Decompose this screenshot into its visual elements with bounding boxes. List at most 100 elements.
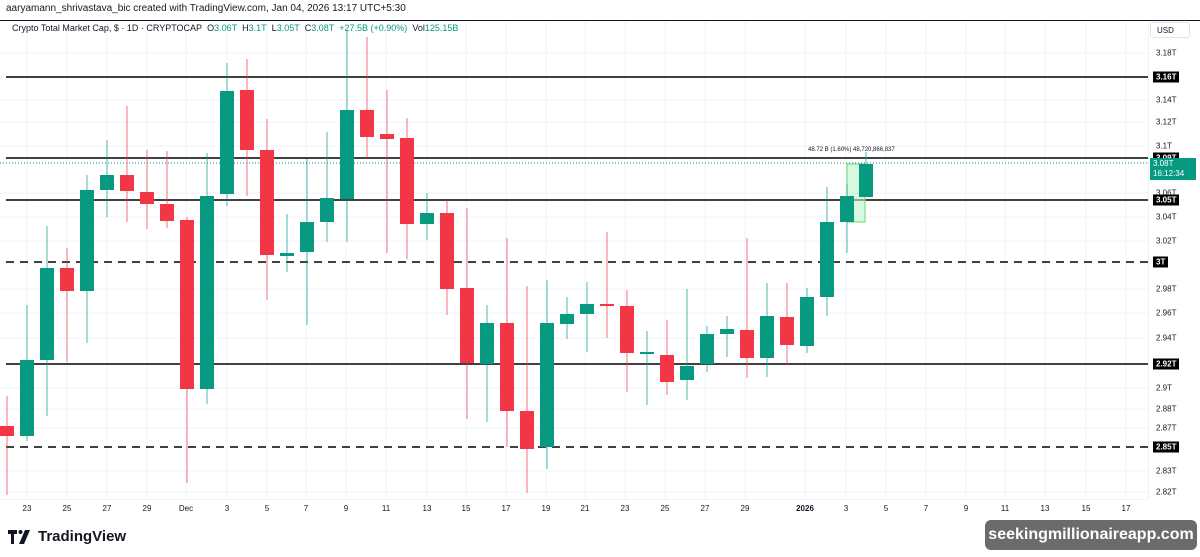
candle[interactable]: [160, 204, 174, 221]
candle[interactable]: [720, 329, 734, 334]
chart-plot-area[interactable]: [0, 21, 1148, 499]
last-price: 3.08T: [1153, 159, 1174, 168]
candle[interactable]: [80, 190, 94, 291]
candle[interactable]: [60, 268, 74, 291]
candle[interactable]: [859, 164, 873, 197]
time-tick: 11: [1000, 504, 1010, 513]
time-tick: 17: [1121, 504, 1131, 513]
time-tick: 13: [422, 504, 432, 513]
price-tick: 2.87T: [1156, 423, 1177, 433]
watermark: seekingmillionaireapp.com: [985, 520, 1197, 550]
close-value: 3.08T: [311, 23, 335, 33]
tradingview-wordmark: TradingView: [38, 528, 127, 545]
candle[interactable]: [280, 253, 294, 256]
candle[interactable]: [340, 110, 354, 199]
price-tick: 2.83T: [1156, 466, 1177, 476]
currency-button[interactable]: USD: [1150, 22, 1190, 38]
level-price-label: 3.16T: [1153, 71, 1180, 83]
time-tick: 17: [501, 504, 511, 513]
time-tick: 7: [923, 504, 929, 513]
candle[interactable]: [580, 304, 594, 314]
candle[interactable]: [380, 134, 394, 139]
time-tick: 13: [1040, 504, 1050, 513]
candle[interactable]: [840, 196, 854, 222]
price-tick: 2.98T: [1156, 284, 1177, 294]
candle[interactable]: [520, 411, 534, 449]
candle[interactable]: [200, 196, 214, 389]
candle[interactable]: [120, 175, 134, 191]
candle[interactable]: [740, 330, 754, 358]
chart-frame: [0, 20, 1200, 519]
tradingview-logo-icon: [8, 529, 30, 544]
candle[interactable]: [700, 334, 714, 364]
price-tick: 2.88T: [1156, 404, 1177, 414]
candle[interactable]: [820, 222, 834, 297]
candle[interactable]: [180, 220, 194, 389]
time-tick: 5: [883, 504, 889, 513]
candle[interactable]: [500, 323, 514, 411]
price-tick: 3.1T: [1156, 141, 1173, 151]
low-value: 3.05T: [276, 23, 300, 33]
price-axis[interactable]: [1148, 21, 1200, 499]
time-tick: 3: [843, 504, 849, 513]
candle[interactable]: [600, 304, 614, 306]
price-tick: 3.14T: [1156, 95, 1177, 105]
candle[interactable]: [260, 150, 274, 255]
candle[interactable]: [620, 306, 634, 353]
price-tick: 2.9T: [1156, 383, 1173, 393]
time-tick: 27: [102, 504, 112, 513]
time-tick: 25: [62, 504, 72, 513]
open-value: 3.06T: [214, 23, 238, 33]
candle[interactable]: [100, 175, 114, 190]
candle[interactable]: [420, 213, 434, 224]
candle[interactable]: [240, 90, 254, 150]
time-tick: 25: [660, 504, 670, 513]
price-tick: 3.04T: [1156, 212, 1177, 222]
time-tick: 29: [740, 504, 750, 513]
time-tick: 9: [343, 504, 349, 513]
candle[interactable]: [760, 316, 774, 358]
candle[interactable]: [300, 222, 314, 252]
candle[interactable]: [680, 366, 694, 380]
candle[interactable]: [320, 198, 334, 222]
candle[interactable]: [400, 138, 414, 224]
time-tick: 23: [620, 504, 630, 513]
price-tick: 2.96T: [1156, 308, 1177, 318]
time-tick: 15: [461, 504, 471, 513]
candle[interactable]: [440, 213, 454, 289]
candle[interactable]: [140, 192, 154, 204]
candle[interactable]: [800, 297, 814, 346]
candlestick-chart: [0, 21, 1148, 499]
candle[interactable]: [360, 110, 374, 137]
candle[interactable]: [20, 360, 34, 436]
level-price-label: 2.85T: [1153, 441, 1180, 453]
last-price-label: 3.08T 16:12:34: [1150, 158, 1196, 180]
level-price-label: 3T: [1153, 256, 1169, 268]
time-tick: 9: [963, 504, 969, 513]
time-tick: 29: [142, 504, 152, 513]
price-tick: 3.12T: [1156, 117, 1177, 127]
level-price-label: 2.92T: [1153, 358, 1180, 370]
candle[interactable]: [660, 355, 674, 382]
time-tick: Dec: [178, 504, 194, 513]
candle[interactable]: [640, 352, 654, 354]
price-tick: 3.18T: [1156, 48, 1177, 58]
time-axis[interactable]: [0, 499, 1148, 520]
symbol-legend: Crypto Total Market Cap, $ · 1D · CRYPTO…: [12, 23, 459, 33]
measure-label: 48.72 B (1.60%) 48,720,866,837: [808, 147, 895, 153]
time-tick: 7: [303, 504, 309, 513]
time-tick: 2026: [796, 504, 814, 513]
change-value: +27.5B (+0.90%): [339, 23, 408, 33]
candle[interactable]: [560, 314, 574, 324]
level-price-label: 3.05T: [1153, 194, 1180, 206]
candle[interactable]: [40, 268, 54, 360]
time-tick: 15: [1081, 504, 1091, 513]
candle[interactable]: [780, 317, 794, 345]
candle[interactable]: [480, 323, 494, 364]
creator-line: aaryamann_shrivastava_bic created with T…: [6, 3, 406, 14]
candle[interactable]: [540, 323, 554, 447]
candle[interactable]: [220, 91, 234, 194]
candle[interactable]: [460, 288, 474, 363]
candle[interactable]: [0, 426, 14, 436]
bar-countdown: 16:12:34: [1153, 169, 1185, 178]
